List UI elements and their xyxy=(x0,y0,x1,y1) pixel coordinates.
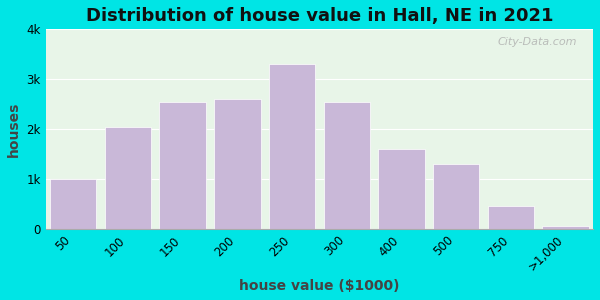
Bar xyxy=(488,206,534,229)
Bar xyxy=(50,179,97,229)
Bar xyxy=(269,64,315,229)
Bar xyxy=(433,164,479,229)
Title: Distribution of house value in Hall, NE in 2021: Distribution of house value in Hall, NE … xyxy=(86,7,553,25)
Bar xyxy=(323,102,370,229)
Bar xyxy=(160,102,206,229)
Bar xyxy=(104,127,151,229)
Bar xyxy=(214,99,260,229)
Bar xyxy=(378,149,425,229)
Text: City-Data.com: City-Data.com xyxy=(497,37,577,47)
Y-axis label: houses: houses xyxy=(7,101,21,157)
Bar xyxy=(542,226,589,229)
X-axis label: house value ($1000): house value ($1000) xyxy=(239,279,400,293)
